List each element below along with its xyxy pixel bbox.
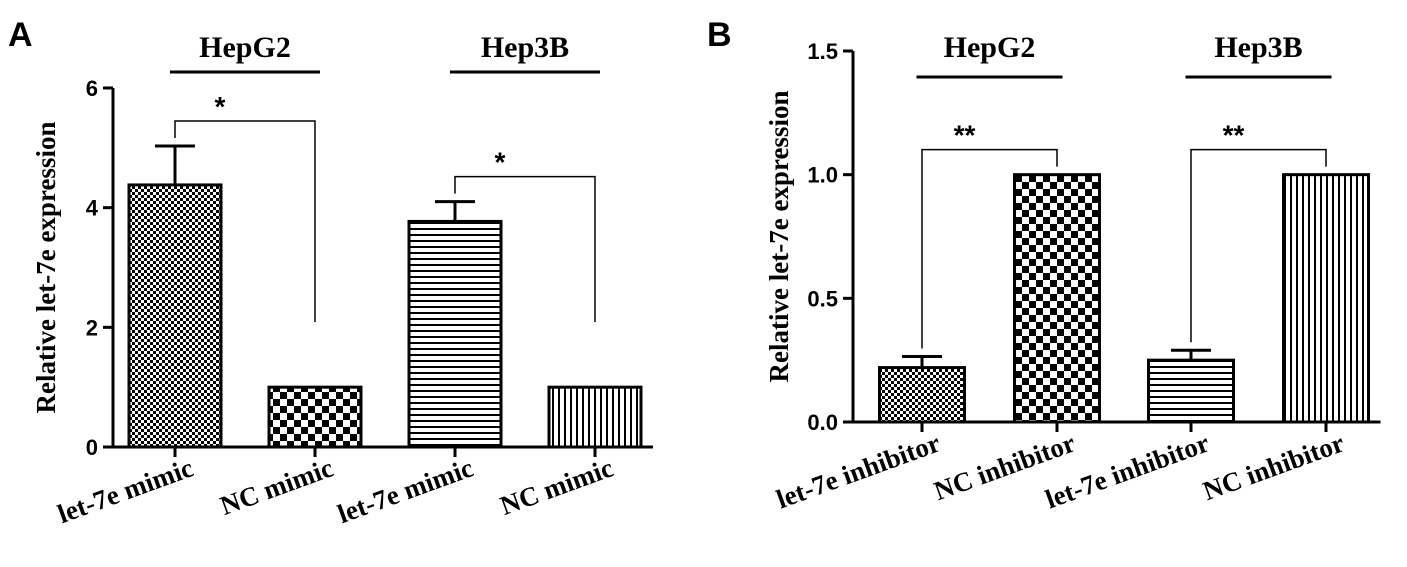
significance-bracket [921, 148, 1058, 349]
bar [267, 385, 363, 449]
y-axis-label: Relative let-7e expression [764, 91, 794, 383]
y-tick-label: 2 [86, 315, 98, 340]
y-tick-label: 0.0 [807, 410, 838, 435]
x-tick-label: let-7e inhibitor [772, 427, 944, 514]
bar [547, 385, 643, 449]
bar [1013, 173, 1101, 424]
y-tick-label: 6 [86, 76, 98, 101]
panel-letter: B [707, 16, 732, 54]
group-label: HepG2 [944, 31, 1036, 64]
bar [407, 219, 503, 449]
x-tick-label: NC mimic [216, 452, 337, 520]
y-tick-label: 4 [86, 196, 99, 221]
bar [878, 366, 966, 424]
panel-b: B 0.0 0.5 1.0 1.5 Relative let-7e expression l… [707, 16, 1381, 514]
significance-bracket [454, 175, 596, 322]
bar [127, 183, 223, 449]
y-axis-label: Relative let-7e expression [31, 122, 61, 414]
group-label: Hep3B [1214, 31, 1302, 64]
y-tick-label: 0.5 [807, 286, 838, 311]
x-tick-label: NC inhibitor [1199, 427, 1348, 506]
y-tick-label: 1.0 [807, 163, 838, 188]
group-label: Hep3B [481, 31, 569, 64]
x-tick-label: let-7e mimic [334, 452, 477, 529]
y-tick-label: 0 [86, 435, 98, 460]
panel-a: A 0 2 4 6 Relative let-7e expression let-7e mi… [8, 16, 653, 529]
significance-label: ** [954, 120, 976, 151]
significance-label: * [495, 147, 506, 178]
bar [1282, 173, 1370, 424]
significance-bracket [1190, 148, 1327, 343]
panel-letter: A [8, 16, 33, 54]
significance-label: ** [1223, 120, 1245, 151]
y-tick-label: 1.5 [807, 39, 838, 64]
group-label: HepG2 [199, 31, 291, 64]
bar [1147, 358, 1235, 424]
x-tick-label: let-7e mimic [54, 452, 197, 529]
x-tick-label: NC mimic [496, 452, 617, 520]
significance-bracket [174, 120, 316, 322]
significance-label: * [215, 91, 226, 122]
